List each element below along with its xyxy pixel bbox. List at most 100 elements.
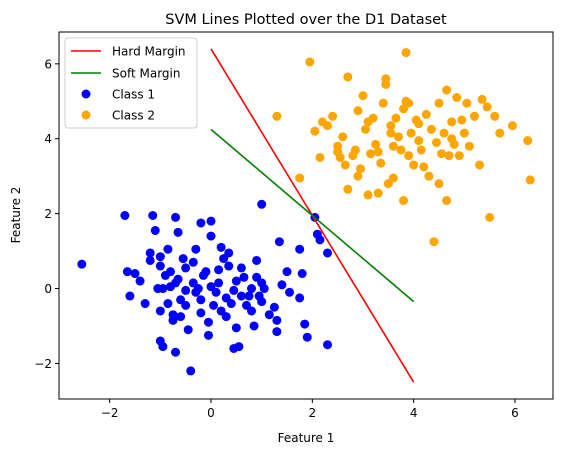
- data-point: [523, 136, 533, 146]
- data-point: [224, 248, 234, 258]
- data-point: [378, 98, 388, 108]
- data-point: [358, 91, 368, 101]
- data-point: [155, 261, 165, 271]
- data-point: [171, 212, 181, 222]
- data-point: [209, 300, 219, 310]
- data-point: [244, 291, 254, 301]
- data-point: [388, 173, 398, 183]
- data-point: [434, 179, 444, 189]
- data-point: [406, 128, 416, 138]
- y-tick-label: 4: [44, 132, 52, 146]
- data-point: [376, 158, 386, 168]
- data-point: [399, 196, 409, 206]
- data-point: [206, 216, 216, 226]
- data-point: [302, 332, 312, 342]
- data-point: [221, 312, 231, 322]
- axes-frame: [58, 31, 554, 400]
- data-point: [482, 102, 492, 112]
- data-point: [381, 74, 391, 84]
- legend-label-soft-margin: Soft Margin: [112, 67, 180, 81]
- data-point: [191, 244, 201, 254]
- data-point: [171, 347, 181, 357]
- data-point: [257, 199, 267, 209]
- data-point: [462, 98, 472, 108]
- data-point: [226, 299, 236, 309]
- data-point: [231, 323, 241, 333]
- x-tick-label: 0: [207, 406, 215, 420]
- legend-frame: [64, 37, 198, 129]
- data-point: [239, 272, 249, 282]
- data-point: [236, 263, 246, 273]
- data-point: [130, 269, 140, 279]
- data-point: [399, 104, 409, 114]
- data-point: [315, 152, 325, 162]
- data-point: [216, 242, 226, 252]
- data-point: [173, 274, 183, 284]
- data-point: [295, 244, 305, 254]
- data-point: [323, 121, 333, 131]
- data-point: [282, 267, 292, 277]
- series-2: [272, 48, 535, 247]
- data-point: [272, 111, 282, 121]
- data-point: [437, 149, 447, 159]
- data-point: [203, 317, 213, 327]
- data-point: [203, 330, 213, 340]
- data-point: [434, 98, 444, 108]
- data-point: [409, 160, 419, 170]
- data-layer: [77, 48, 535, 383]
- data-point: [274, 237, 284, 247]
- data-point: [454, 151, 464, 161]
- data-point: [272, 315, 282, 325]
- data-point: [477, 94, 487, 104]
- data-point: [363, 190, 373, 200]
- data-point: [419, 162, 429, 172]
- data-point: [353, 171, 363, 181]
- data-point: [310, 126, 320, 136]
- data-point: [211, 287, 221, 297]
- data-point: [188, 257, 198, 267]
- data-point: [343, 72, 353, 82]
- data-point: [155, 252, 165, 262]
- data-point: [163, 244, 173, 254]
- data-point: [297, 269, 307, 279]
- data-point: [490, 111, 500, 121]
- data-point: [401, 48, 411, 58]
- data-point: [247, 284, 257, 294]
- x-tick-label: 2: [309, 406, 317, 420]
- data-point: [495, 128, 505, 138]
- data-point: [439, 128, 449, 138]
- data-point: [424, 171, 434, 181]
- data-point: [323, 340, 333, 350]
- data-point: [206, 231, 216, 241]
- series-1: [77, 199, 333, 376]
- data-point: [176, 312, 186, 322]
- data-point: [155, 306, 165, 316]
- data-point: [158, 284, 168, 294]
- data-point: [442, 196, 452, 206]
- data-point: [236, 291, 246, 301]
- data-point: [457, 115, 467, 125]
- data-point: [150, 225, 160, 235]
- data-point: [125, 291, 135, 301]
- data-point: [386, 128, 396, 138]
- plot-area: [58, 31, 554, 400]
- data-point: [475, 160, 485, 170]
- legend-swatch-class-2: [81, 110, 91, 120]
- data-point: [196, 218, 206, 228]
- data-point: [414, 136, 424, 146]
- chart-title: SVM Lines Plotted over the D1 Dataset: [165, 12, 447, 28]
- data-point: [323, 248, 333, 258]
- data-point: [393, 132, 403, 142]
- data-point: [338, 132, 348, 142]
- data-point: [140, 299, 150, 309]
- data-point: [224, 261, 234, 271]
- data-point: [145, 255, 155, 265]
- data-point: [459, 128, 469, 138]
- data-point: [186, 366, 196, 376]
- data-point: [183, 325, 193, 335]
- data-point: [355, 164, 365, 174]
- x-tick-label: 4: [410, 406, 418, 420]
- data-point: [229, 285, 239, 295]
- data-point: [464, 141, 474, 151]
- data-point: [363, 117, 373, 127]
